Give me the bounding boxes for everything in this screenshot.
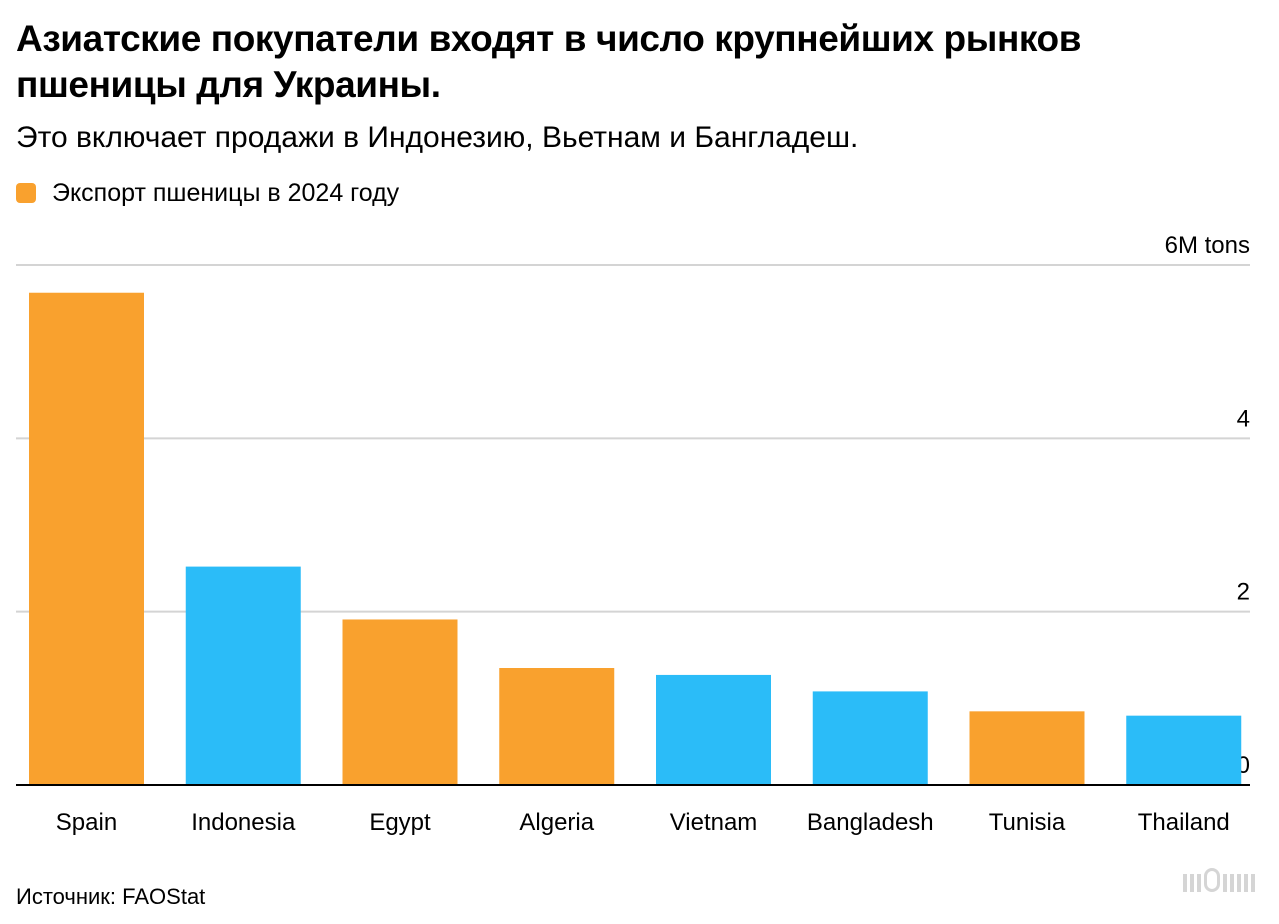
chart-title: Азиатские покупатели входят в число круп… <box>16 18 1082 105</box>
legend-label: Экспорт пшеницы в 2024 году <box>52 179 400 207</box>
bar-egypt <box>342 619 458 785</box>
bar-bangladesh <box>812 691 928 785</box>
bar-tunisia <box>969 711 1085 785</box>
x-tick-label-tunisia: Tunisia <box>989 809 1066 836</box>
watermark-logo <box>1183 868 1255 892</box>
chart-subtitle: Это включает продажи в Индонезию, Вьетна… <box>16 121 859 154</box>
legend-swatch-orange <box>16 183 36 203</box>
bar-algeria <box>499 668 615 785</box>
x-tick-label-bangladesh: Bangladesh <box>807 809 934 836</box>
y-tick-label-6: 6M tons <box>1165 232 1250 259</box>
source-note: Источник: FAOStat <box>16 884 206 909</box>
y-tick-label-2: 2 <box>1237 579 1250 606</box>
x-tick-label-indonesia: Indonesia <box>191 809 296 836</box>
x-tick-label-egypt: Egypt <box>369 809 431 836</box>
legend: Экспорт пшеницы в 2024 году <box>16 176 399 210</box>
x-tick-label-algeria: Algeria <box>519 809 594 836</box>
bar-indonesia <box>185 566 301 785</box>
bar-vietnam <box>656 674 771 785</box>
y-tick-label-4: 4 <box>1237 405 1250 432</box>
bar-thailand <box>1126 715 1242 785</box>
x-tick-label-vietnam: Vietnam <box>670 809 758 836</box>
x-tick-label-thailand: Thailand <box>1138 809 1230 836</box>
bar-spain <box>29 292 144 785</box>
x-tick-label-spain: Spain <box>56 809 117 836</box>
